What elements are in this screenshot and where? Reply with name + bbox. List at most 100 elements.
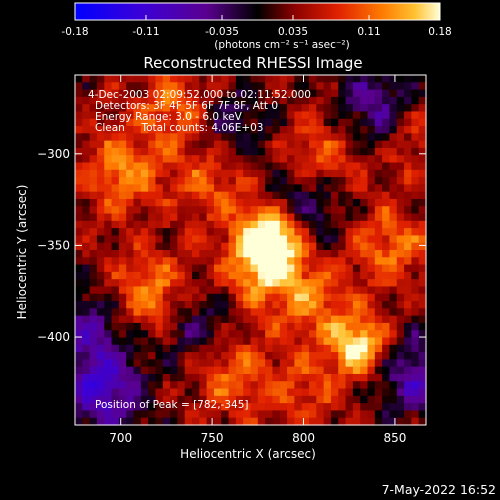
heatmap-cell (404, 220, 412, 229)
heatmap-cell (352, 315, 361, 324)
heatmap-cell (323, 235, 332, 244)
heatmap-cell (235, 104, 244, 113)
heatmap-cell (411, 417, 420, 426)
heatmap-cell (265, 111, 274, 120)
heatmap-cell (162, 155, 171, 164)
heatmap-cell (206, 82, 215, 91)
heatmap-cell (323, 213, 332, 222)
heatmap-cell (192, 286, 200, 295)
heatmap-cell (396, 381, 405, 390)
heatmap-cell (316, 352, 325, 360)
heatmap-cell (411, 301, 420, 309)
heatmap-cell (418, 410, 427, 419)
heatmap-cell (111, 257, 120, 266)
heatmap-cell (294, 147, 303, 156)
heatmap-cell (279, 373, 288, 382)
heatmap-cell (374, 191, 383, 200)
heatmap-cell (418, 177, 427, 185)
heatmap-cell (118, 133, 127, 142)
heatmap-cell (104, 395, 113, 404)
heatmap-cell (257, 250, 266, 258)
heatmap-cell (89, 395, 98, 404)
heatmap-cell (192, 140, 200, 149)
heatmap-cell (367, 315, 376, 324)
heatmap-cell (82, 147, 91, 156)
heatmap-cell (257, 315, 266, 324)
heatmap-cell (89, 286, 98, 295)
heatmap-cell (75, 235, 83, 244)
heatmap-cell (345, 89, 354, 98)
heatmap-cell (418, 89, 427, 98)
heatmap-cell (316, 126, 325, 134)
heatmap-cell (382, 228, 391, 237)
heatmap-cell (374, 257, 383, 266)
heatmap-cell (345, 337, 354, 346)
heatmap-cell (170, 147, 178, 156)
heatmap-cell (213, 162, 222, 171)
heatmap-cell (89, 75, 98, 83)
heatmap-cell (140, 162, 149, 171)
heatmap-cell (133, 395, 142, 404)
heatmap-cell (243, 213, 252, 222)
heatmap-cell (257, 308, 266, 317)
heatmap-cell (382, 279, 391, 288)
heatmap-cell (111, 381, 120, 390)
heatmap-cell (301, 111, 310, 120)
heatmap-cell (162, 82, 171, 91)
heatmap-cell (140, 75, 149, 83)
heatmap-cell (396, 366, 405, 375)
heatmap-cell (104, 242, 113, 251)
heatmap-cell (140, 250, 149, 258)
heatmap-cell (184, 352, 193, 360)
heatmap-cell (345, 279, 354, 288)
heatmap-cell (323, 381, 332, 390)
heatmap-cell (148, 388, 157, 397)
heatmap-cell (418, 373, 427, 382)
heatmap-cell (404, 242, 412, 251)
heatmap-cell (213, 133, 222, 142)
heatmap-cell (265, 118, 274, 127)
heatmap-cell (294, 89, 303, 98)
heatmap-cell (374, 206, 383, 215)
heatmap-cell (345, 286, 354, 295)
heatmap-cell (345, 96, 354, 105)
heatmap-cell (367, 417, 376, 426)
heatmap-cell (382, 264, 391, 273)
heatmap-cell (104, 301, 113, 309)
heatmap-cell (309, 308, 317, 317)
heatmap-cell (279, 89, 288, 98)
heatmap-cell (162, 140, 171, 149)
heatmap-cell (352, 104, 361, 113)
heatmap-cell (352, 213, 361, 222)
heatmap-cell (323, 184, 332, 193)
heatmap-cell (294, 381, 303, 390)
heatmap-cell (330, 191, 339, 200)
heatmap-cell (111, 359, 120, 368)
heatmap-cell (272, 293, 281, 302)
heatmap-cell (309, 140, 317, 149)
heatmap-cell (199, 198, 208, 207)
heatmap-cell (396, 359, 405, 368)
heatmap-cell (323, 169, 332, 178)
heatmap-cell (96, 373, 105, 382)
heatmap-cell (162, 198, 171, 207)
heatmap-cell (352, 373, 361, 382)
heatmap-cell (221, 308, 230, 317)
heatmap-cell (396, 403, 405, 412)
heatmap-cell (272, 395, 281, 404)
heatmap-cell (287, 162, 295, 171)
heatmap-cell (323, 286, 332, 295)
heatmap-cell (213, 184, 222, 193)
x-axis-title: Heliocentric X (arcsec) (180, 447, 316, 461)
heatmap-cell (360, 366, 369, 375)
heatmap-cell (301, 177, 310, 185)
heatmap-cell (133, 417, 142, 426)
heatmap-cell (257, 301, 266, 309)
heatmap-cell (221, 337, 230, 346)
heatmap-cell (316, 147, 325, 156)
x-tick-label: 800 (292, 431, 315, 445)
heatmap-cell (257, 118, 266, 127)
heatmap-cell (418, 395, 427, 404)
heatmap-cell (309, 191, 317, 200)
heatmap-cell (177, 250, 186, 258)
